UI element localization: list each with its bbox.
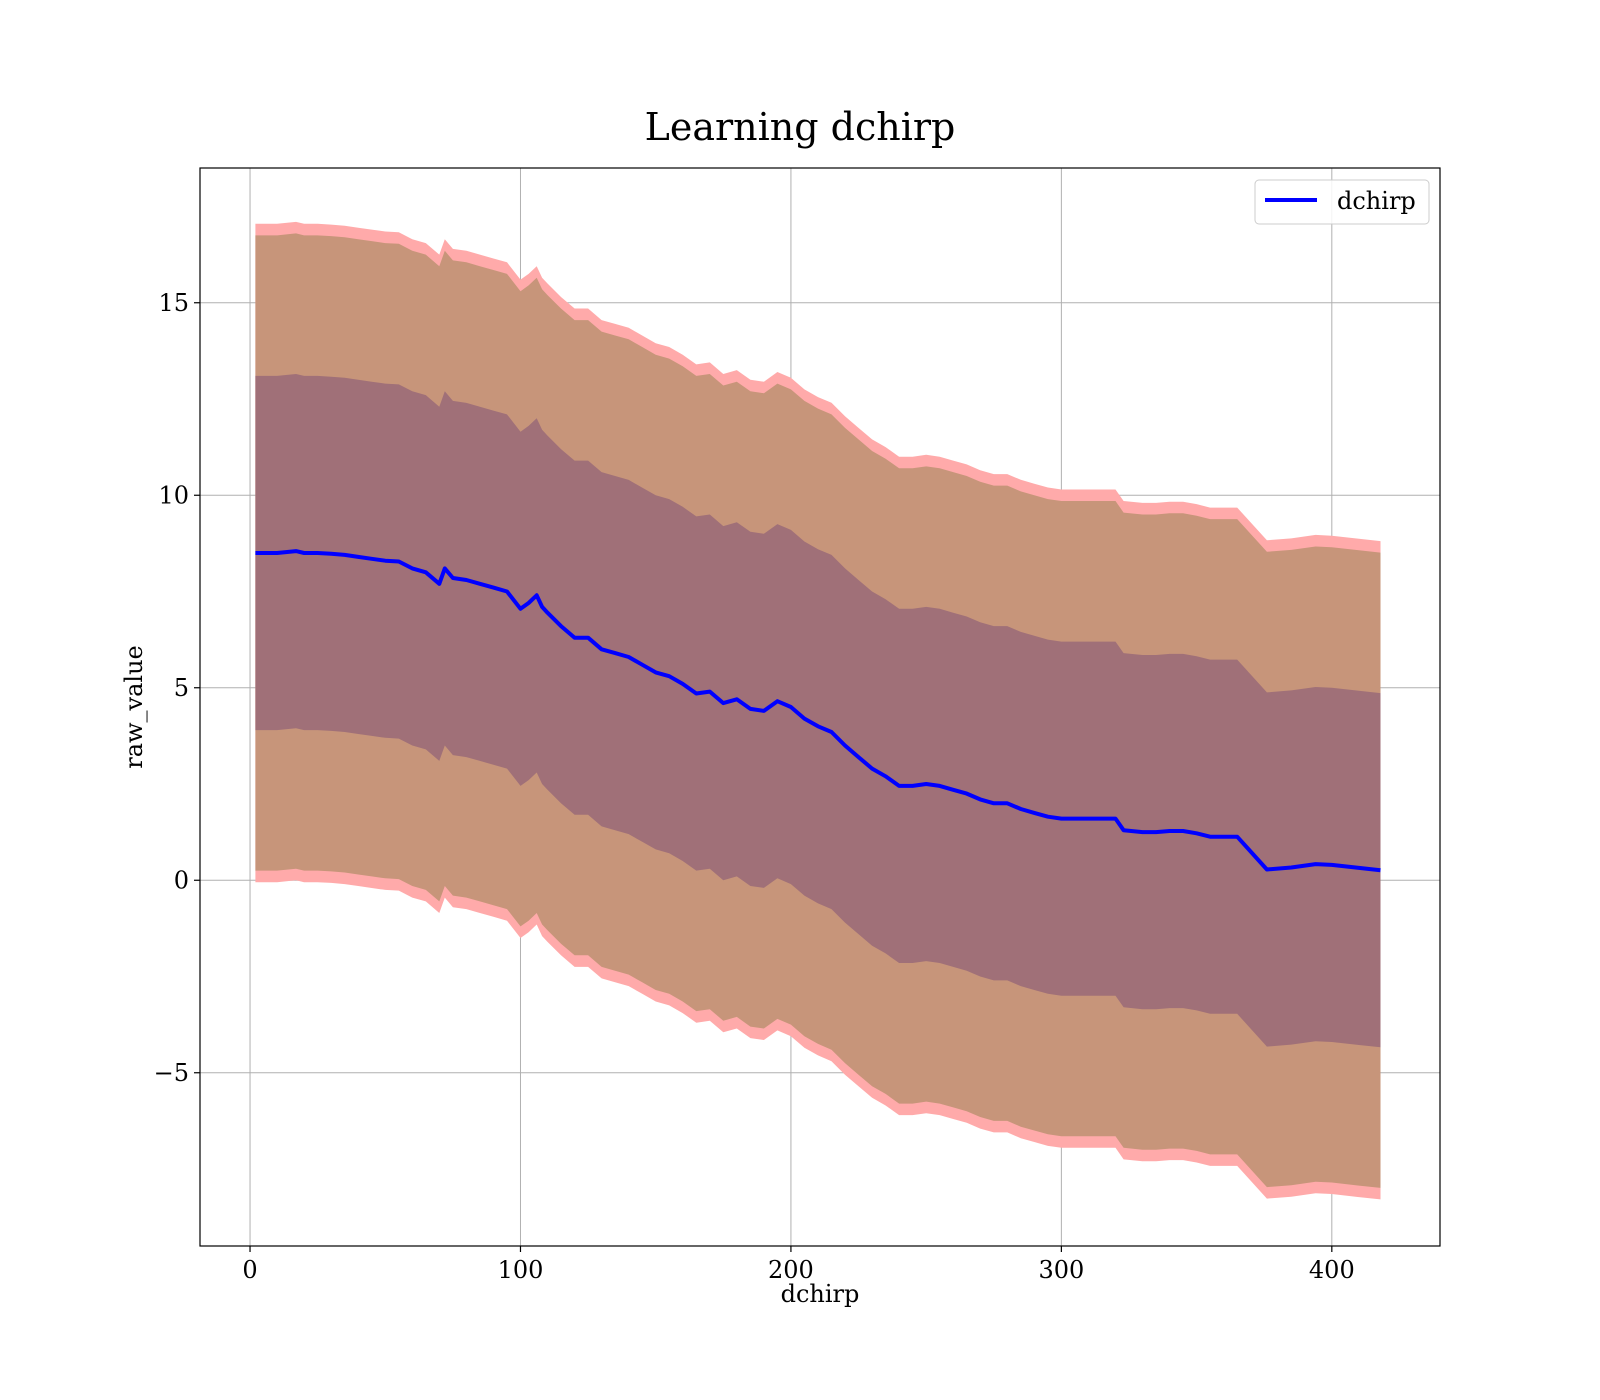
plot-frame — [199, 167, 1441, 1247]
y-axis-ticks: −5 0 5 10 15 — [154, 289, 200, 1087]
uncertainty-bands — [255, 221, 1381, 1200]
x-tick-label: 0 — [242, 1256, 257, 1284]
legend-entry-dchirp: dchirp — [1337, 187, 1416, 215]
series-line-dchirp — [255, 549, 1381, 873]
y-tick-label: 15 — [158, 289, 189, 317]
y-tick-label: 5 — [174, 674, 189, 702]
x-tick-label: 400 — [1309, 1256, 1355, 1284]
chart-title: Learning dchirp — [645, 105, 956, 149]
y-tick-label: −5 — [154, 1059, 189, 1087]
y-tick-label: 0 — [174, 866, 189, 894]
x-tick-label: 300 — [1038, 1256, 1084, 1284]
x-tick-label: 200 — [768, 1256, 814, 1284]
y-tick-label: 10 — [158, 481, 189, 509]
series-lines — [255, 549, 1381, 873]
x-axis-label: dchirp — [781, 1280, 860, 1308]
x-tick-label: 100 — [498, 1256, 544, 1284]
legend: dchirp — [1254, 179, 1430, 225]
inner-band — [255, 374, 1381, 1048]
x-axis-ticks: 0 100 200 300 400 — [242, 1246, 1355, 1284]
y-axis-label: raw_value — [120, 645, 148, 769]
legend-box — [1254, 179, 1430, 225]
